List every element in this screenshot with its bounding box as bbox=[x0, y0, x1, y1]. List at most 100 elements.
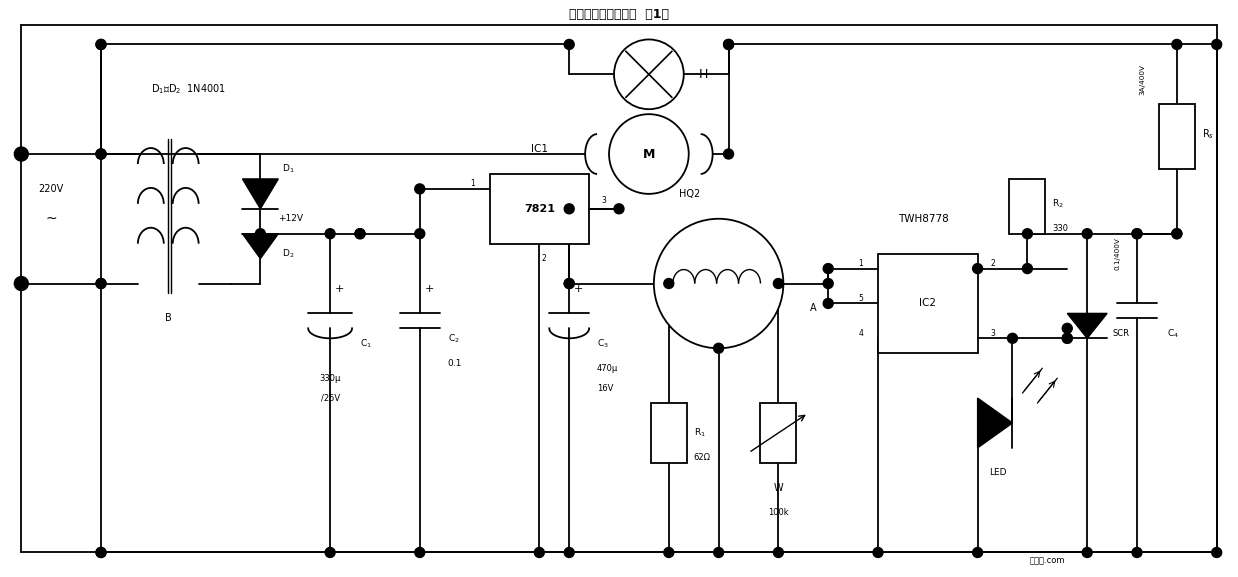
Bar bbox=[651, 403, 687, 463]
Text: H: H bbox=[699, 68, 708, 81]
Circle shape bbox=[97, 39, 106, 50]
Circle shape bbox=[97, 149, 106, 159]
Circle shape bbox=[1132, 228, 1141, 239]
Text: 1: 1 bbox=[858, 259, 863, 268]
Text: 0.1: 0.1 bbox=[448, 359, 462, 368]
Text: W: W bbox=[774, 483, 784, 493]
Circle shape bbox=[15, 276, 28, 290]
Circle shape bbox=[355, 228, 365, 239]
Text: 330μ: 330μ bbox=[319, 374, 340, 383]
Circle shape bbox=[664, 279, 673, 288]
Circle shape bbox=[565, 204, 574, 214]
Text: 0.1/400V: 0.1/400V bbox=[1114, 237, 1120, 270]
Text: R$_1$: R$_1$ bbox=[693, 426, 706, 439]
Circle shape bbox=[1172, 228, 1182, 239]
Circle shape bbox=[255, 228, 265, 239]
Text: 3A/400V: 3A/400V bbox=[1139, 64, 1145, 95]
Text: 100k: 100k bbox=[768, 508, 789, 517]
Circle shape bbox=[1008, 334, 1018, 343]
Circle shape bbox=[565, 279, 574, 288]
Text: +12V: +12V bbox=[277, 214, 303, 223]
Text: 3: 3 bbox=[602, 196, 607, 205]
Circle shape bbox=[614, 39, 683, 109]
Text: TWH8778: TWH8778 bbox=[898, 213, 948, 224]
Circle shape bbox=[664, 548, 673, 557]
Polygon shape bbox=[243, 234, 279, 258]
Text: 4: 4 bbox=[858, 329, 863, 338]
Text: +: + bbox=[335, 283, 344, 294]
Circle shape bbox=[415, 184, 425, 194]
Circle shape bbox=[415, 228, 425, 239]
Text: M: M bbox=[643, 148, 655, 160]
Circle shape bbox=[415, 548, 425, 557]
Text: SCR: SCR bbox=[1112, 329, 1129, 338]
Circle shape bbox=[97, 39, 106, 50]
Circle shape bbox=[355, 228, 365, 239]
Bar bbox=[1009, 179, 1045, 234]
Bar bbox=[760, 403, 796, 463]
Text: 接线图.com: 接线图.com bbox=[1030, 556, 1065, 565]
Circle shape bbox=[1212, 548, 1222, 557]
Circle shape bbox=[614, 204, 624, 214]
Text: R$_2$: R$_2$ bbox=[1052, 197, 1065, 210]
Circle shape bbox=[1062, 334, 1072, 343]
Circle shape bbox=[97, 279, 106, 288]
Text: R$_s$: R$_s$ bbox=[1202, 127, 1214, 141]
Polygon shape bbox=[243, 179, 279, 209]
Circle shape bbox=[97, 279, 106, 288]
Text: 330: 330 bbox=[1052, 224, 1068, 233]
Circle shape bbox=[535, 548, 545, 557]
Circle shape bbox=[723, 39, 734, 50]
Circle shape bbox=[774, 279, 784, 288]
Text: 1: 1 bbox=[469, 179, 474, 189]
Text: 5: 5 bbox=[858, 294, 863, 303]
Circle shape bbox=[973, 548, 983, 557]
Text: IC2: IC2 bbox=[920, 298, 936, 309]
Circle shape bbox=[97, 149, 106, 159]
Circle shape bbox=[654, 219, 784, 349]
Text: +: + bbox=[574, 283, 583, 294]
Text: HQ2: HQ2 bbox=[678, 189, 699, 199]
Text: 3: 3 bbox=[990, 329, 995, 338]
Text: D$_2$: D$_2$ bbox=[282, 248, 295, 260]
Bar bbox=[1159, 104, 1195, 169]
Circle shape bbox=[823, 298, 833, 309]
Circle shape bbox=[326, 228, 335, 239]
Text: C$_1$: C$_1$ bbox=[360, 337, 371, 350]
Text: 220V: 220V bbox=[38, 184, 64, 194]
Circle shape bbox=[1132, 228, 1141, 239]
Text: B: B bbox=[166, 313, 172, 323]
Circle shape bbox=[1132, 548, 1141, 557]
Circle shape bbox=[873, 548, 883, 557]
Circle shape bbox=[97, 548, 106, 557]
Text: 62Ω: 62Ω bbox=[693, 454, 711, 462]
Circle shape bbox=[97, 149, 106, 159]
Circle shape bbox=[97, 548, 106, 557]
Circle shape bbox=[565, 548, 574, 557]
Bar bbox=[489, 174, 589, 243]
Polygon shape bbox=[1067, 313, 1107, 338]
Text: IC1: IC1 bbox=[531, 144, 547, 154]
Text: LED: LED bbox=[989, 469, 1006, 477]
Text: 2: 2 bbox=[990, 259, 995, 268]
Text: 换气扇自动排烟电路  第1张: 换气扇自动排烟电路 第1张 bbox=[569, 8, 669, 21]
Circle shape bbox=[774, 548, 784, 557]
Text: /25V: /25V bbox=[321, 394, 339, 403]
Text: C$_4$: C$_4$ bbox=[1167, 327, 1179, 340]
Circle shape bbox=[823, 264, 833, 273]
Text: 16V: 16V bbox=[597, 384, 614, 392]
Text: 470μ: 470μ bbox=[597, 364, 618, 373]
Circle shape bbox=[609, 114, 688, 194]
Circle shape bbox=[1062, 334, 1072, 343]
Bar bbox=[878, 254, 978, 353]
Circle shape bbox=[565, 279, 574, 288]
Text: ~: ~ bbox=[46, 212, 57, 226]
Text: 7821: 7821 bbox=[524, 204, 555, 214]
Text: 2: 2 bbox=[542, 254, 547, 263]
Circle shape bbox=[713, 343, 723, 353]
Circle shape bbox=[1023, 228, 1032, 239]
Circle shape bbox=[713, 548, 723, 557]
Circle shape bbox=[1212, 39, 1222, 50]
Circle shape bbox=[723, 149, 734, 159]
Circle shape bbox=[1082, 228, 1092, 239]
